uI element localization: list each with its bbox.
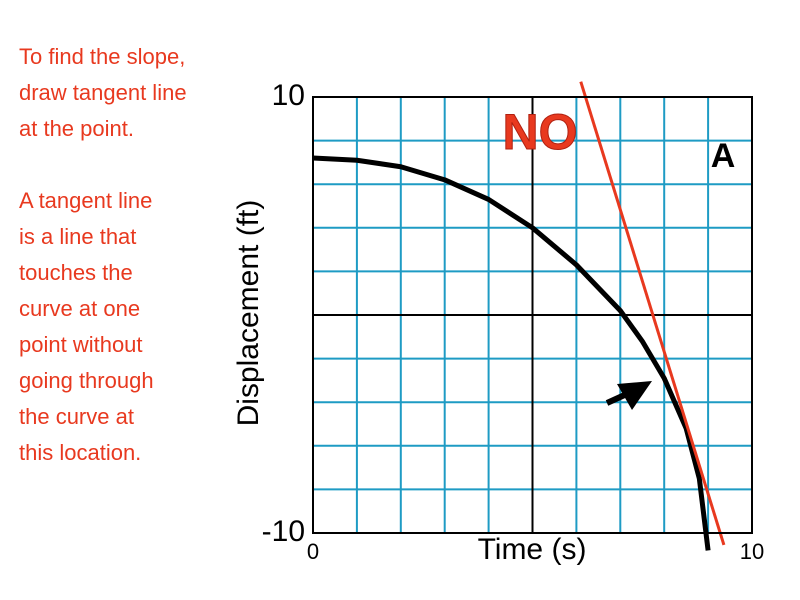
note-line: point without: [19, 332, 143, 357]
arrow: [605, 381, 652, 410]
note-line: To find the slope,: [19, 44, 185, 69]
note-line: curve at one: [19, 296, 140, 321]
x-tick-label: 10: [740, 539, 764, 564]
note-line: A tangent line: [19, 188, 152, 213]
y-tick-label: -10: [262, 515, 305, 548]
arrow-head: [617, 381, 652, 410]
note-line: the curve at: [19, 404, 134, 429]
y-axis-label: Displacement (ft): [232, 200, 265, 427]
note-line: this location.: [19, 440, 141, 465]
x-axis-label: Time (s): [478, 533, 587, 566]
no-label: NO: [503, 104, 578, 160]
plot-border: [312, 96, 753, 534]
curve: [312, 155, 711, 551]
x-tick-label: 0: [307, 539, 319, 564]
y-tick-label: 10: [272, 79, 305, 112]
note-line: is a line that: [19, 224, 136, 249]
note-line: going through: [19, 368, 154, 393]
note-line: at the point.: [19, 116, 134, 141]
graph-label: A: [711, 137, 736, 175]
note-line: draw tangent line: [19, 80, 187, 105]
curves: [312, 81, 726, 551]
note-line: touches the: [19, 260, 133, 285]
tangent-line: [579, 81, 726, 546]
